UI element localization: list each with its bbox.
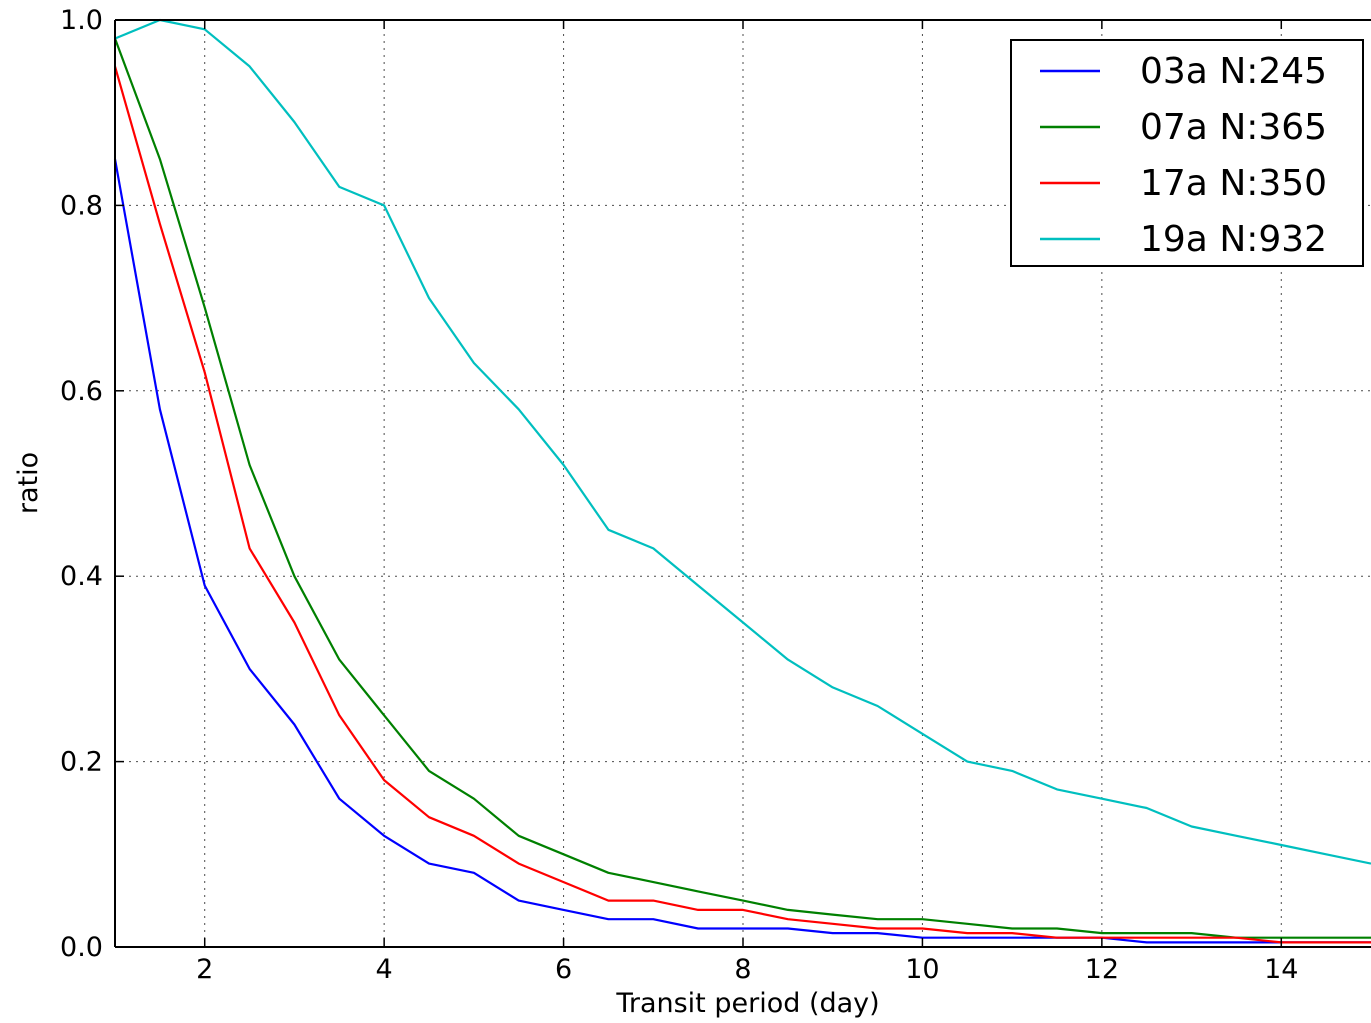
legend-label: 03a N:245 bbox=[1140, 51, 1327, 92]
x-tick-label: 8 bbox=[734, 954, 751, 985]
x-tick-label: 6 bbox=[555, 954, 572, 985]
y-tick-label: 0.2 bbox=[60, 747, 103, 778]
axes bbox=[114, 19, 1371, 948]
legend: 03a N:245 07a N:365 17a N:350 19a N:932 bbox=[1010, 39, 1364, 267]
series-lines bbox=[113, 18, 1371, 944]
y-tick-label: 0.6 bbox=[60, 376, 103, 407]
y-tick-label: 0.8 bbox=[60, 190, 103, 221]
x-tick-label: 14 bbox=[1264, 954, 1298, 985]
series-line-3 bbox=[114, 18, 1371, 865]
legend-label: 07a N:365 bbox=[1140, 107, 1327, 148]
x-tick-label: 2 bbox=[196, 954, 213, 985]
x-tick-label: 4 bbox=[376, 954, 393, 985]
y-tick-label: 0.4 bbox=[60, 561, 103, 592]
y-axis-label: ratio bbox=[13, 452, 44, 514]
legend-box bbox=[1010, 39, 1364, 267]
x-tick-label: 12 bbox=[1085, 954, 1119, 985]
y-tick-label: 1.0 bbox=[60, 5, 103, 36]
series-line-0 bbox=[113, 158, 1371, 944]
series-line-1 bbox=[113, 38, 1371, 939]
legend-label: 17a N:350 bbox=[1140, 163, 1327, 204]
series-line-2 bbox=[113, 66, 1371, 944]
x-axis-label: Transit period (day) bbox=[615, 988, 879, 1019]
tick-labels: 2 4 6 8 10 12 14 0.0 0.2 0.4 0.6 0.8 1.0 bbox=[60, 5, 1298, 985]
y-tick-label: 0.0 bbox=[60, 932, 103, 963]
legend-label: 19a N:932 bbox=[1140, 219, 1327, 260]
x-tick-label: 10 bbox=[905, 954, 939, 985]
